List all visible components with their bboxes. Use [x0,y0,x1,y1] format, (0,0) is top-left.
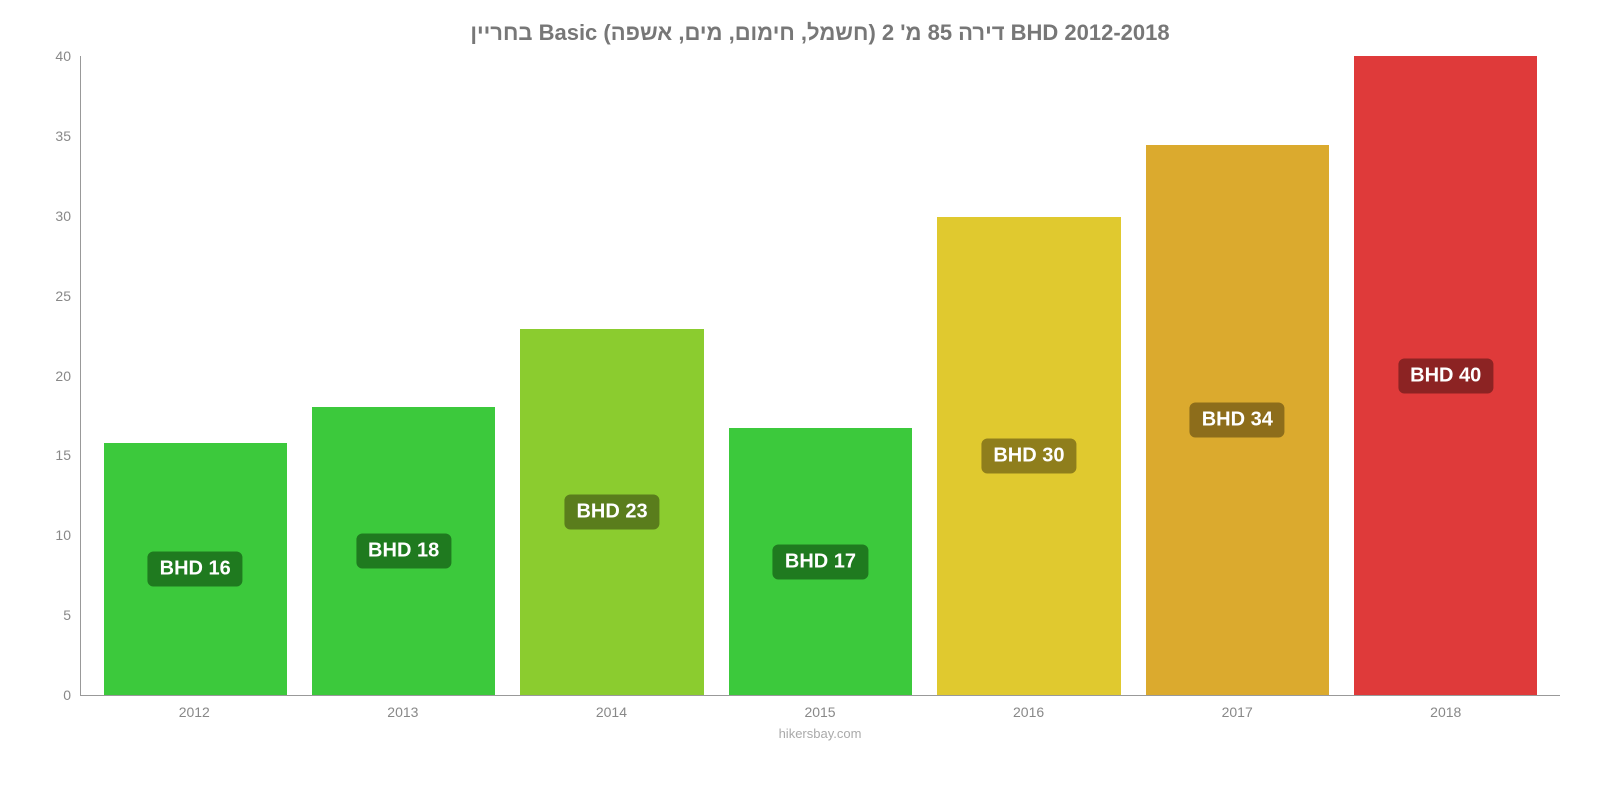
x-tick-label: 2018 [1341,704,1550,720]
x-tick-label: 2015 [716,704,925,720]
bar-slot: BHD 40 [1342,56,1550,695]
bar: BHD 34 [1146,145,1329,695]
bar-value-label: BHD 18 [356,534,451,569]
chart-title: בחריין Basic (חשמל, חימום, מים, אשפה) די… [80,20,1560,46]
x-tick-label: 2013 [299,704,508,720]
plot-area: BHD 16 BHD 18 BHD 23 BHD 17 BHD 30 BHD 34 BHD … [80,56,1560,696]
x-tick-label: 2016 [924,704,1133,720]
y-tick-label: 10 [55,527,71,543]
bar: BHD 17 [729,428,912,695]
x-tick-label: 2014 [507,704,716,720]
y-tick-label: 30 [55,208,71,224]
bar-slot: BHD 23 [508,56,716,695]
y-tick-label: 5 [63,607,71,623]
chart-container: בחריין Basic (חשמל, חימום, מים, אשפה) די… [0,0,1600,800]
bar-value-label: BHD 23 [564,495,659,530]
x-axis-labels: 2012201320142015201620172018 [80,696,1560,720]
bar: BHD 23 [520,329,703,695]
bar-value-label: BHD 30 [981,439,1076,474]
y-tick-label: 20 [55,368,71,384]
bar-slot: BHD 18 [299,56,507,695]
x-tick-label: 2012 [90,704,299,720]
bar-value-label: BHD 16 [148,551,243,586]
bar: BHD 18 [312,407,495,695]
y-tick-label: 25 [55,288,71,304]
attribution-text: hikersbay.com [80,726,1560,741]
y-tick-label: 15 [55,447,71,463]
bar-value-label: BHD 40 [1398,358,1493,393]
bar-value-label: BHD 17 [773,544,868,579]
bar-slot: BHD 17 [716,56,924,695]
bars-group: BHD 16 BHD 18 BHD 23 BHD 17 BHD 30 BHD 34 BHD … [81,56,1560,695]
bar: BHD 16 [104,443,287,695]
bar-value-label: BHD 34 [1190,403,1285,438]
bar-slot: BHD 30 [925,56,1133,695]
x-tick-label: 2017 [1133,704,1342,720]
bar: BHD 40 [1354,56,1537,695]
bar-slot: BHD 16 [91,56,299,695]
y-tick-label: 0 [63,687,71,703]
bar-slot: BHD 34 [1133,56,1341,695]
bar: BHD 30 [937,217,1120,695]
y-tick-label: 40 [55,48,71,64]
y-tick-label: 35 [55,128,71,144]
